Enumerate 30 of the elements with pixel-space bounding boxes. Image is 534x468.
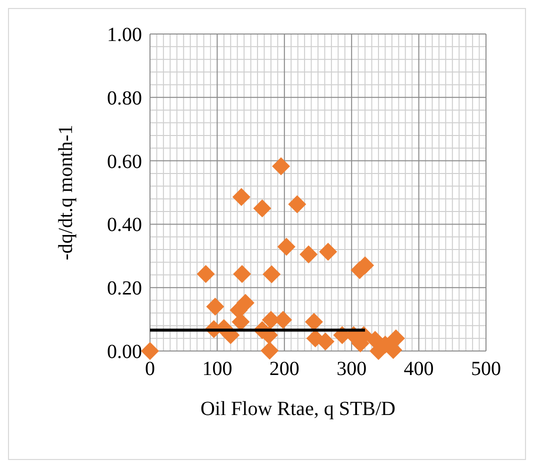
point: [386, 329, 405, 348]
point: [319, 242, 338, 261]
y-tick-label: 0.20: [107, 278, 142, 300]
point: [196, 264, 215, 283]
y-tick-label: 0.00: [107, 341, 142, 363]
point: [233, 264, 252, 283]
x-axis-title: Oil Flow Rtae, q STB/D: [200, 398, 396, 420]
point: [277, 238, 296, 256]
x-tick-label: 300: [336, 358, 367, 380]
x-tick-label: 400: [404, 358, 434, 380]
x-tick-label: 0: [145, 358, 155, 380]
point: [300, 245, 318, 264]
y-tick-label: 0.40: [107, 214, 142, 236]
point: [236, 294, 254, 312]
point: [272, 157, 290, 176]
point: [232, 188, 250, 206]
x-tick-label: 100: [202, 358, 232, 380]
y-tick-label: 1.00: [107, 24, 142, 46]
point: [260, 342, 279, 360]
point: [288, 195, 306, 214]
point: [141, 342, 159, 360]
y-tick-label: 0.80: [107, 87, 142, 110]
y-axis-title: -dq/dt.q month-1: [55, 124, 77, 260]
point: [206, 298, 224, 316]
point: [262, 265, 281, 284]
x-tick-label: 200: [269, 358, 300, 380]
x-tick-label: 500: [471, 358, 501, 380]
y-tick-label: 0.60: [107, 150, 142, 173]
point: [253, 199, 272, 218]
point: [304, 312, 323, 331]
